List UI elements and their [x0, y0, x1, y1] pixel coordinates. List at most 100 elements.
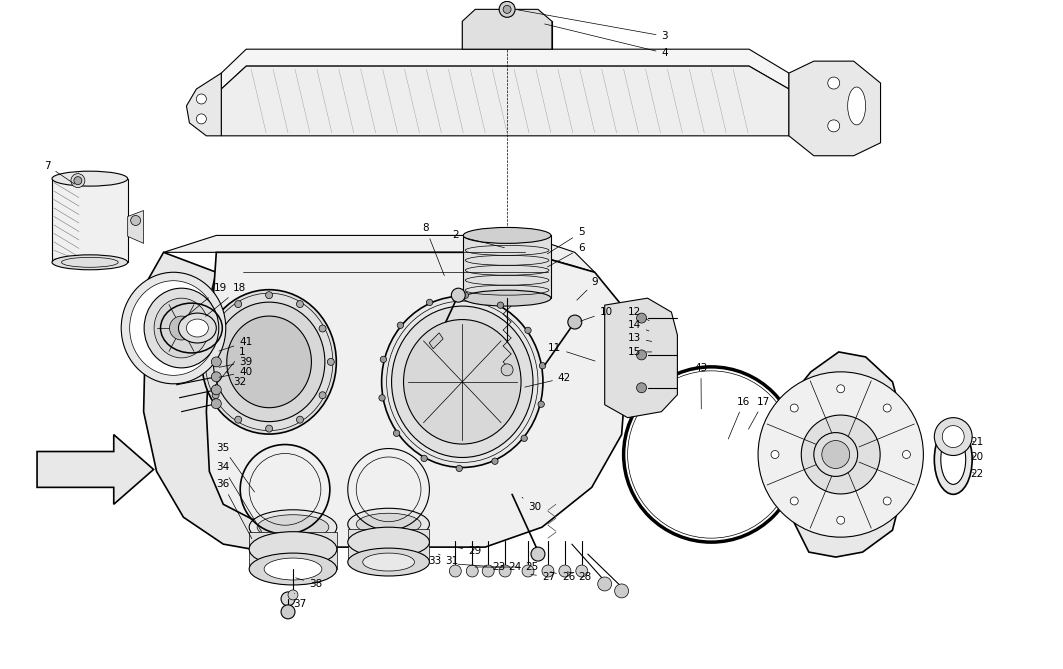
Ellipse shape — [257, 514, 328, 540]
Text: 4: 4 — [544, 24, 668, 58]
Circle shape — [213, 392, 219, 399]
Circle shape — [497, 302, 504, 308]
Circle shape — [829, 443, 853, 466]
Text: 6: 6 — [547, 244, 585, 267]
Ellipse shape — [847, 87, 865, 125]
Polygon shape — [221, 50, 789, 89]
Circle shape — [637, 313, 646, 323]
Text: 27: 27 — [530, 572, 555, 582]
Circle shape — [398, 322, 404, 328]
Text: 7: 7 — [44, 161, 74, 184]
Text: 25: 25 — [491, 562, 538, 572]
Circle shape — [758, 372, 924, 537]
Text: 36: 36 — [216, 480, 252, 539]
Circle shape — [235, 300, 241, 308]
Circle shape — [297, 416, 303, 423]
Text: 12: 12 — [627, 307, 649, 320]
Text: 40: 40 — [219, 367, 252, 377]
Text: 33: 33 — [422, 554, 442, 566]
Text: 16: 16 — [728, 397, 750, 439]
Circle shape — [266, 292, 272, 298]
Circle shape — [637, 350, 646, 360]
Polygon shape — [249, 532, 337, 569]
Circle shape — [492, 458, 499, 464]
Circle shape — [532, 547, 545, 561]
Ellipse shape — [463, 290, 551, 306]
Text: 30: 30 — [522, 497, 541, 512]
Ellipse shape — [942, 425, 964, 448]
Polygon shape — [789, 61, 880, 156]
Text: 28: 28 — [568, 572, 591, 582]
Ellipse shape — [52, 171, 128, 186]
Polygon shape — [779, 352, 906, 557]
Circle shape — [212, 385, 221, 395]
Circle shape — [327, 359, 335, 365]
Circle shape — [288, 590, 298, 600]
Text: 42: 42 — [525, 373, 571, 387]
Ellipse shape — [404, 320, 521, 444]
Circle shape — [319, 392, 326, 399]
Text: 8: 8 — [422, 223, 444, 276]
Ellipse shape — [214, 302, 325, 421]
Ellipse shape — [348, 548, 429, 576]
Text: 37: 37 — [293, 593, 306, 609]
Ellipse shape — [52, 255, 128, 270]
Text: 13: 13 — [627, 333, 652, 343]
Ellipse shape — [179, 313, 216, 343]
Circle shape — [559, 565, 571, 577]
Circle shape — [501, 364, 513, 376]
Circle shape — [197, 94, 206, 104]
Polygon shape — [605, 298, 677, 417]
Text: 24: 24 — [475, 562, 521, 572]
Ellipse shape — [362, 553, 415, 571]
Polygon shape — [348, 529, 429, 562]
Ellipse shape — [145, 288, 219, 368]
Text: 34: 34 — [216, 462, 261, 532]
Text: 26: 26 — [551, 572, 575, 582]
Circle shape — [525, 327, 532, 334]
Text: 10: 10 — [580, 307, 613, 321]
Ellipse shape — [382, 296, 543, 468]
Circle shape — [771, 450, 779, 458]
Ellipse shape — [202, 290, 336, 434]
Circle shape — [281, 605, 296, 619]
Ellipse shape — [249, 510, 337, 545]
Polygon shape — [206, 252, 627, 547]
Circle shape — [421, 455, 427, 462]
Circle shape — [828, 120, 840, 132]
Circle shape — [802, 415, 880, 494]
Text: 21: 21 — [971, 437, 983, 446]
Circle shape — [450, 565, 461, 577]
Circle shape — [883, 497, 891, 505]
Circle shape — [500, 1, 516, 17]
Circle shape — [568, 315, 581, 329]
Circle shape — [462, 292, 469, 298]
Text: 11: 11 — [547, 343, 595, 361]
Text: 18: 18 — [205, 283, 247, 316]
Circle shape — [197, 114, 206, 124]
Ellipse shape — [348, 508, 429, 540]
Ellipse shape — [154, 298, 208, 358]
Polygon shape — [186, 73, 221, 136]
Ellipse shape — [121, 272, 225, 384]
Circle shape — [169, 316, 193, 340]
Circle shape — [521, 435, 527, 442]
Circle shape — [212, 399, 221, 409]
Circle shape — [576, 565, 588, 577]
Text: 14: 14 — [627, 320, 648, 331]
Circle shape — [483, 565, 494, 577]
Ellipse shape — [186, 319, 208, 337]
Ellipse shape — [463, 227, 551, 244]
Circle shape — [539, 363, 545, 369]
Circle shape — [319, 325, 326, 332]
Ellipse shape — [249, 553, 337, 585]
Circle shape — [522, 565, 534, 577]
Text: 3: 3 — [518, 10, 668, 41]
Polygon shape — [462, 9, 552, 50]
Circle shape — [213, 325, 219, 332]
Ellipse shape — [934, 417, 973, 456]
Text: 19: 19 — [182, 283, 226, 320]
Circle shape — [837, 385, 845, 393]
Circle shape — [828, 77, 840, 89]
Ellipse shape — [348, 527, 429, 557]
